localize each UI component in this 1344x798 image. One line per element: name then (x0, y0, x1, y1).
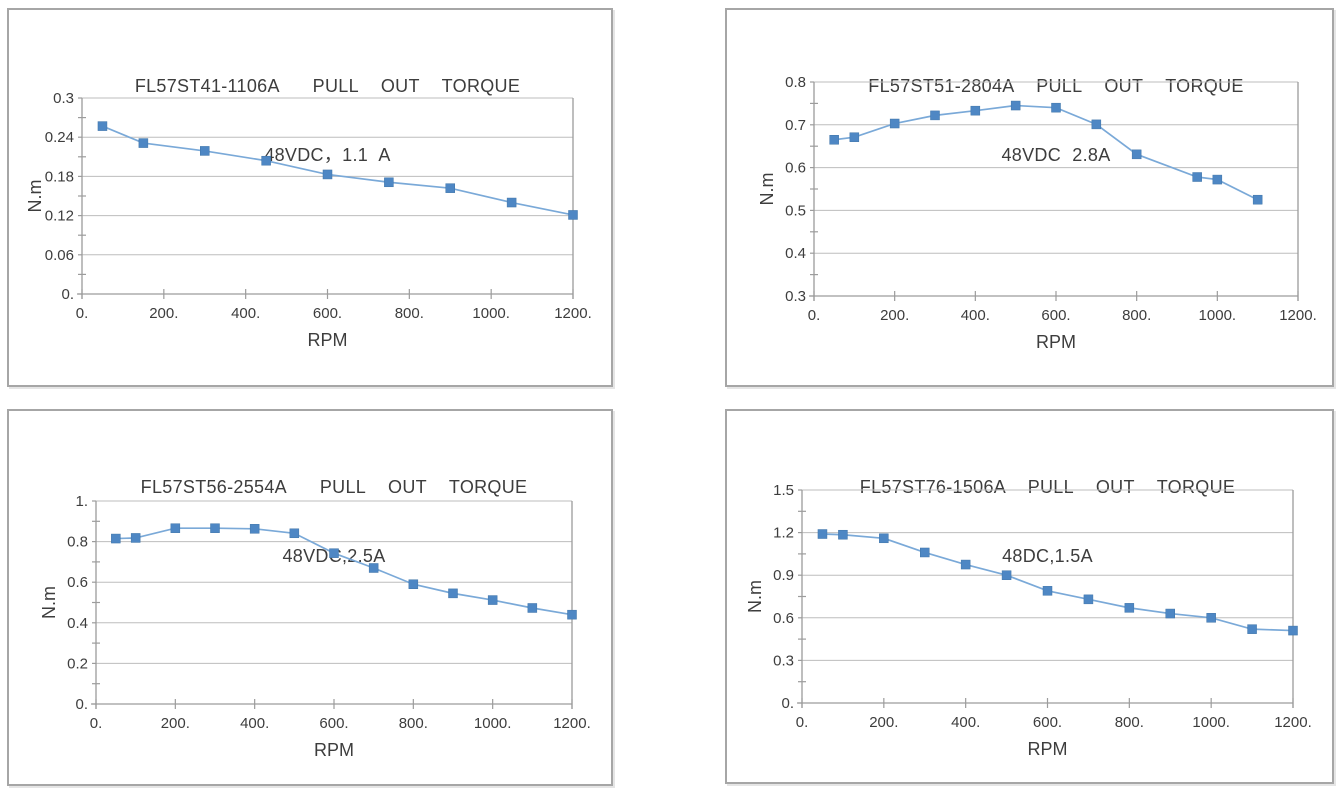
svg-text:400.: 400. (951, 714, 980, 731)
svg-text:0.4: 0.4 (785, 245, 806, 262)
svg-text:N.m: N.m (757, 173, 777, 206)
svg-text:1.: 1. (75, 493, 88, 510)
svg-text:600.: 600. (1041, 307, 1070, 324)
svg-text:0.12: 0.12 (45, 208, 74, 225)
pull-out-torque-chart-fl57st41: FL57ST41-1106A PULL OUT TORQUE 48VDC，1.1… (7, 8, 613, 387)
svg-text:1200.: 1200. (554, 305, 592, 322)
svg-text:200.: 200. (161, 715, 190, 732)
svg-text:400.: 400. (240, 715, 269, 732)
svg-text:RPM: RPM (314, 740, 354, 760)
svg-text:0.8: 0.8 (67, 534, 88, 551)
svg-text:200.: 200. (149, 305, 178, 322)
svg-text:0.: 0. (808, 307, 821, 324)
chart-subtitle: 48VDC，1.1 A (264, 145, 391, 165)
svg-text:1.2: 1.2 (773, 525, 794, 542)
svg-text:RPM: RPM (308, 330, 348, 350)
svg-text:800.: 800. (395, 305, 424, 322)
svg-text:0.: 0. (76, 305, 89, 322)
plot-canvas: 0. 0.3 0.6 0.9 1.2 1.5 0. 200. 400. 600. 800. 1000.… (745, 482, 1312, 759)
svg-text:0.4: 0.4 (67, 615, 88, 632)
svg-text:400.: 400. (961, 307, 990, 324)
svg-text:600.: 600. (319, 715, 348, 732)
plot-canvas: 0. 0.06 0.12 0.18 0.24 0.3 0. 200. 400. 600. 800. 1… (25, 90, 592, 350)
plot-canvas: 0. 0.2 0.4 0.6 0.8 1. 0. 200. 400. 600. 800. 1000. 1… (39, 493, 591, 760)
svg-text:1.5: 1.5 (773, 482, 794, 499)
svg-text:0.6: 0.6 (67, 574, 88, 591)
svg-text:600.: 600. (1033, 714, 1062, 731)
pull-out-torque-chart-fl57st76: FL57ST76-1506A PULL OUT TORQUE 48DC,1.5A… (725, 409, 1334, 784)
svg-text:0.8: 0.8 (785, 74, 806, 91)
plot-canvas: 0.3 0.4 0.5 0.6 0.7 0.8 0. 200. 400. 600. 800. 1000… (757, 74, 1317, 352)
chart-title: FL57ST51-2804A PULL OUT TORQUE (868, 76, 1244, 96)
svg-text:0.: 0. (61, 286, 74, 303)
svg-text:0.6: 0.6 (785, 160, 806, 177)
chart-title: FL57ST56-2554A PULL OUT TORQUE (140, 477, 528, 497)
svg-text:N.m: N.m (745, 580, 765, 613)
svg-text:200.: 200. (869, 714, 898, 731)
chart-title-block: FL57ST56-2554A PULL OUT TORQUE 48VDC,2.5… (9, 430, 659, 614)
chart-subtitle: 48VDC 2.8A (1001, 145, 1111, 165)
svg-text:1000.: 1000. (472, 305, 510, 322)
chart-title: FL57ST41-1106A PULL OUT TORQUE (134, 76, 521, 96)
svg-text:RPM: RPM (1028, 739, 1068, 759)
svg-text:400.: 400. (231, 305, 260, 322)
svg-text:0.3: 0.3 (53, 90, 74, 107)
svg-text:1200.: 1200. (553, 715, 591, 732)
svg-text:800.: 800. (1122, 307, 1151, 324)
svg-text:0.9: 0.9 (773, 567, 794, 584)
chart-title-block: FL57ST41-1106A PULL OUT TORQUE 48VDC，1.1… (9, 29, 646, 213)
svg-text:0.6: 0.6 (773, 610, 794, 627)
svg-text:800.: 800. (1115, 714, 1144, 731)
svg-text:200.: 200. (880, 307, 909, 324)
svg-text:N.m: N.m (39, 586, 59, 619)
svg-text:0.3: 0.3 (773, 652, 794, 669)
svg-text:0.: 0. (796, 714, 809, 731)
chart-subtitle: 48DC,1.5A (1002, 546, 1093, 566)
svg-text:N.m: N.m (25, 180, 45, 213)
svg-text:1200.: 1200. (1279, 307, 1317, 324)
svg-text:0.18: 0.18 (45, 168, 74, 185)
svg-text:0.3: 0.3 (785, 288, 806, 305)
svg-text:800.: 800. (399, 715, 428, 732)
svg-text:0.5: 0.5 (785, 202, 806, 219)
chart-title-block: FL57ST76-1506A PULL OUT TORQUE 48DC,1.5A (727, 430, 1344, 614)
chart-title-block: FL57ST51-2804A PULL OUT TORQUE 48VDC 2.8… (727, 29, 1344, 213)
svg-text:1200.: 1200. (1274, 714, 1312, 731)
svg-text:600.: 600. (313, 305, 342, 322)
pull-out-torque-chart-fl57st56: FL57ST56-2554A PULL OUT TORQUE 48VDC,2.5… (7, 409, 613, 786)
pull-out-torque-chart-fl57st51: FL57ST51-2804A PULL OUT TORQUE 48VDC 2.8… (725, 8, 1334, 387)
chart-title: FL57ST76-1506A PULL OUT TORQUE (859, 477, 1236, 497)
svg-text:1000.: 1000. (474, 715, 512, 732)
svg-text:RPM: RPM (1036, 332, 1076, 352)
svg-text:0.2: 0.2 (67, 655, 88, 672)
svg-text:1000.: 1000. (1199, 307, 1237, 324)
svg-text:0.7: 0.7 (785, 117, 806, 134)
svg-text:1000.: 1000. (1192, 714, 1230, 731)
svg-text:0.: 0. (75, 696, 88, 713)
svg-text:0.24: 0.24 (45, 129, 74, 146)
svg-text:0.: 0. (781, 695, 794, 712)
svg-text:0.: 0. (90, 715, 103, 732)
svg-text:0.06: 0.06 (45, 247, 74, 264)
